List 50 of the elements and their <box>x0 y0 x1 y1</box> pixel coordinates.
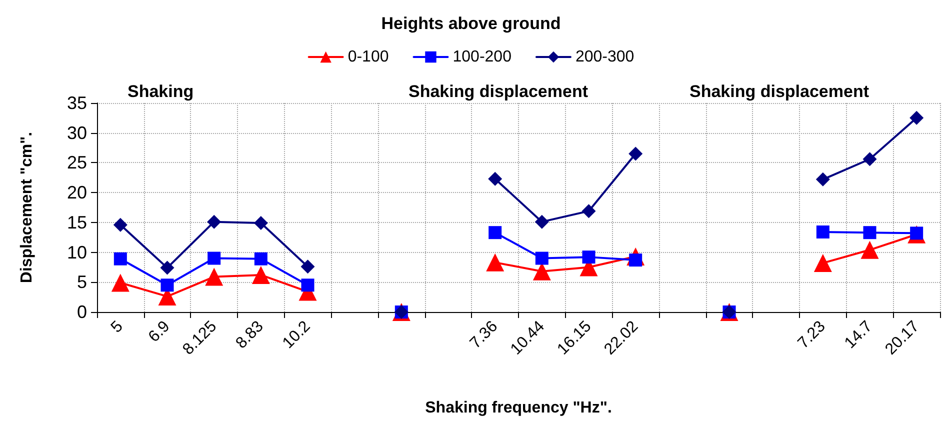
point <box>863 226 876 240</box>
y-tick-label: 5 <box>76 272 87 292</box>
point <box>862 152 877 166</box>
point <box>486 253 504 272</box>
point <box>535 252 548 265</box>
legend-label: 0-100 <box>348 48 389 66</box>
y-tick-label: 10 <box>66 242 87 262</box>
legend-label: 100-200 <box>452 48 512 66</box>
point <box>814 254 832 272</box>
point <box>488 172 502 186</box>
x-tick-label: 7.23 <box>794 318 829 352</box>
point <box>816 225 830 238</box>
point <box>208 252 221 265</box>
point <box>816 172 830 186</box>
point <box>301 278 314 292</box>
point <box>207 214 222 229</box>
point <box>910 110 924 125</box>
x-axis-title: Shaking frequency "Hz". <box>425 400 612 416</box>
point <box>252 266 270 284</box>
point <box>582 204 596 218</box>
point <box>160 260 174 275</box>
y-tick-label: 25 <box>66 152 87 173</box>
point <box>300 260 315 274</box>
text: Shaking <box>128 82 194 101</box>
x-tick-label: 6.9 <box>146 318 174 346</box>
point <box>114 252 127 266</box>
point <box>628 146 643 161</box>
y-tick-label: 20 <box>66 182 87 203</box>
point <box>254 252 268 266</box>
point <box>488 226 502 240</box>
y-tick-label: 15 <box>66 212 87 232</box>
y-tick-label: 0 <box>76 302 87 322</box>
legend-label: 200-300 <box>575 48 634 66</box>
point <box>113 218 128 232</box>
point <box>111 274 130 292</box>
text: Shaking displacement <box>408 82 588 101</box>
text: Shaking displacement <box>690 82 870 101</box>
x-tick-label: 5 <box>108 318 127 336</box>
y-tick-label: 35 <box>66 93 87 113</box>
point <box>860 240 879 259</box>
y-tick-label: 30 <box>66 122 87 143</box>
point <box>582 250 596 264</box>
point <box>160 278 174 292</box>
legend-title: Heights above ground <box>381 14 561 33</box>
point <box>254 216 268 230</box>
point <box>534 214 549 229</box>
x-tick-label: 8.83 <box>232 318 267 352</box>
x-tick-label: 7.36 <box>467 318 502 352</box>
point <box>205 268 224 286</box>
y-axis-title: Displacement "cm". <box>18 132 36 284</box>
